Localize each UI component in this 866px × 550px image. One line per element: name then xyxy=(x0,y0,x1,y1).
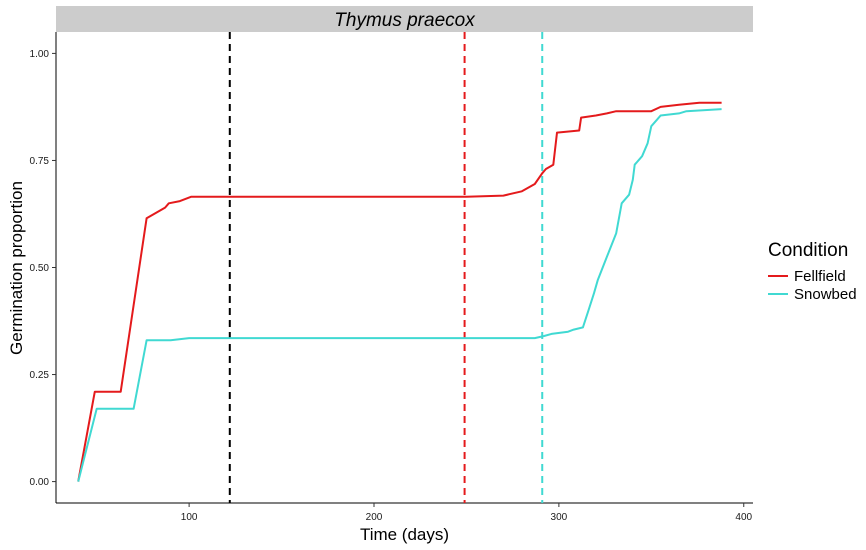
y-axis-title: Germination proportion xyxy=(7,181,26,355)
x-axis-title: Time (days) xyxy=(360,525,449,544)
series-line-snowbed xyxy=(77,108,722,482)
x-axis-ticks: 100 200 300 400 xyxy=(181,503,753,523)
facet-strip xyxy=(56,6,753,32)
y-axis-ticks: 0.00 0.25 0.50 0.75 1.00 xyxy=(30,49,56,488)
legend: Condition Fellfield Snowbed xyxy=(768,240,857,303)
legend-label-fellfield: Fellfield xyxy=(794,268,846,285)
chart-title: Thymus praecox xyxy=(334,10,476,31)
reference-lines xyxy=(228,32,544,503)
y-tick-label: 0.75 xyxy=(30,156,50,167)
legend-title: Condition xyxy=(768,240,848,261)
y-tick-label: 1.00 xyxy=(30,49,50,60)
y-tick-label: 0.00 xyxy=(30,477,50,488)
y-tick-label: 0.25 xyxy=(30,370,50,381)
y-tick-label: 0.50 xyxy=(30,263,50,274)
series-line-fellfield xyxy=(77,101,722,482)
x-tick-label: 100 xyxy=(181,512,198,523)
series-lines xyxy=(77,101,722,482)
legend-label-snowbed: Snowbed xyxy=(794,286,857,303)
x-tick-label: 400 xyxy=(735,512,752,523)
x-tick-label: 300 xyxy=(551,512,568,523)
x-tick-label: 200 xyxy=(366,512,383,523)
